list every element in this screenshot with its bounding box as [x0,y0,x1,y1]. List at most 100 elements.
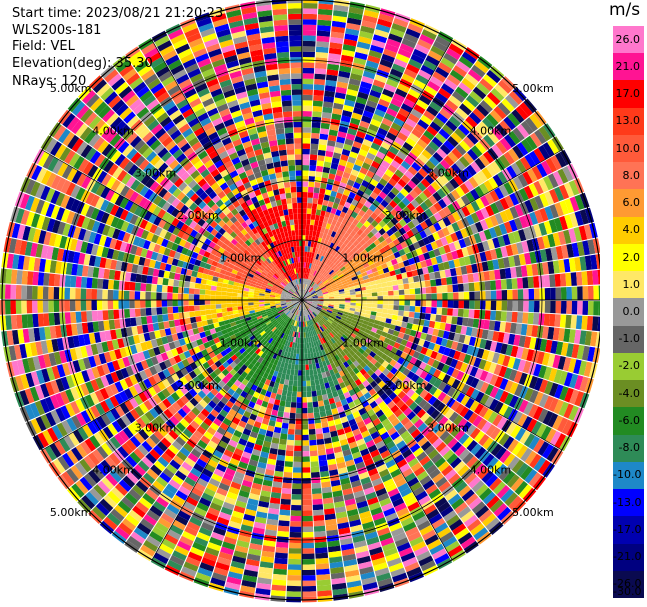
range-gate [153,107,166,119]
range-gate [342,44,356,52]
range-gate [37,151,50,167]
range-gate [321,244,327,251]
range-gate [203,195,212,205]
range-gate [412,48,427,60]
range-gate [423,59,437,71]
range-gate [340,115,351,123]
range-gate [107,226,116,238]
range-gate [327,229,333,236]
range-gate [332,288,339,292]
range-gate [571,242,580,257]
range-gate [360,143,371,152]
range-gate [397,178,407,188]
range-gate [293,375,298,381]
range-gate [158,245,166,255]
range-gate [231,187,240,196]
range-gate [274,273,280,279]
range-gate [461,247,469,257]
range-gate [285,285,290,290]
range-gate [340,278,347,283]
range-gate [312,296,318,299]
range-gate [273,223,279,230]
range-gate [264,118,275,126]
range-gate [211,117,223,127]
range-gate [341,206,349,214]
range-gate [162,49,177,61]
range-gate [299,289,302,295]
range-gate [62,131,75,147]
range-gate [520,265,528,277]
range-gate [269,85,280,92]
range-gate [349,289,356,293]
range-gate [185,63,199,74]
range-gate [220,169,230,178]
range-gate [226,165,236,174]
range-gate [499,137,512,151]
range-gate [168,159,180,170]
range-gate [173,94,186,105]
range-gate [103,160,115,173]
range-gate [267,237,273,244]
range-gate [64,300,71,312]
range-gate [137,64,152,77]
range-gate [270,290,277,293]
range-gate [285,132,294,139]
range-gate [367,231,375,239]
range-gate [216,282,223,287]
range-gate [294,292,299,297]
range-gate [291,84,302,90]
range-gate [248,191,256,199]
range-gate [231,30,246,39]
range-gate [571,286,578,300]
range-gate [50,141,62,156]
range-gate [249,44,263,52]
range-gate [501,98,515,113]
range-gate [96,300,103,310]
range-gate [274,552,288,559]
range-gate [290,288,295,293]
range-gate [312,295,318,298]
range-gate [206,208,215,217]
range-gate [587,239,596,255]
range-gate [64,287,71,300]
range-gate [447,136,459,148]
range-gate [262,269,269,275]
range-gate [519,102,533,117]
range-gate [471,64,486,78]
range-gate [283,466,293,473]
range-gate [377,127,388,137]
range-gate [261,284,267,289]
range-gate [292,235,296,242]
range-gate [254,148,263,156]
range-gate [190,193,199,202]
range-gate [255,206,263,214]
range-gate [134,282,141,291]
range-gate [221,84,234,93]
range-gate [417,39,432,50]
range-gate [297,284,300,290]
range-gate [266,129,276,137]
range-gate [321,112,332,119]
range-gate [305,292,310,297]
range-gate [153,143,165,155]
range-gate [388,295,394,300]
range-gate [384,182,394,191]
range-gate [308,181,315,188]
range-gate [143,188,154,200]
range-gate [463,136,475,149]
range-gate [260,255,266,262]
range-gate [250,196,259,204]
range-gate [188,37,204,48]
range-gate [293,132,302,139]
range-gate [352,141,362,149]
range-gate [318,296,324,299]
range-gate [405,238,413,247]
range-gate [325,150,334,158]
range-gate [291,230,296,236]
range-gate [568,228,577,243]
range-gate [90,207,100,220]
range-gate [427,265,434,274]
range-gate [254,262,260,269]
range-gate [302,62,315,69]
range-gate [434,177,445,188]
